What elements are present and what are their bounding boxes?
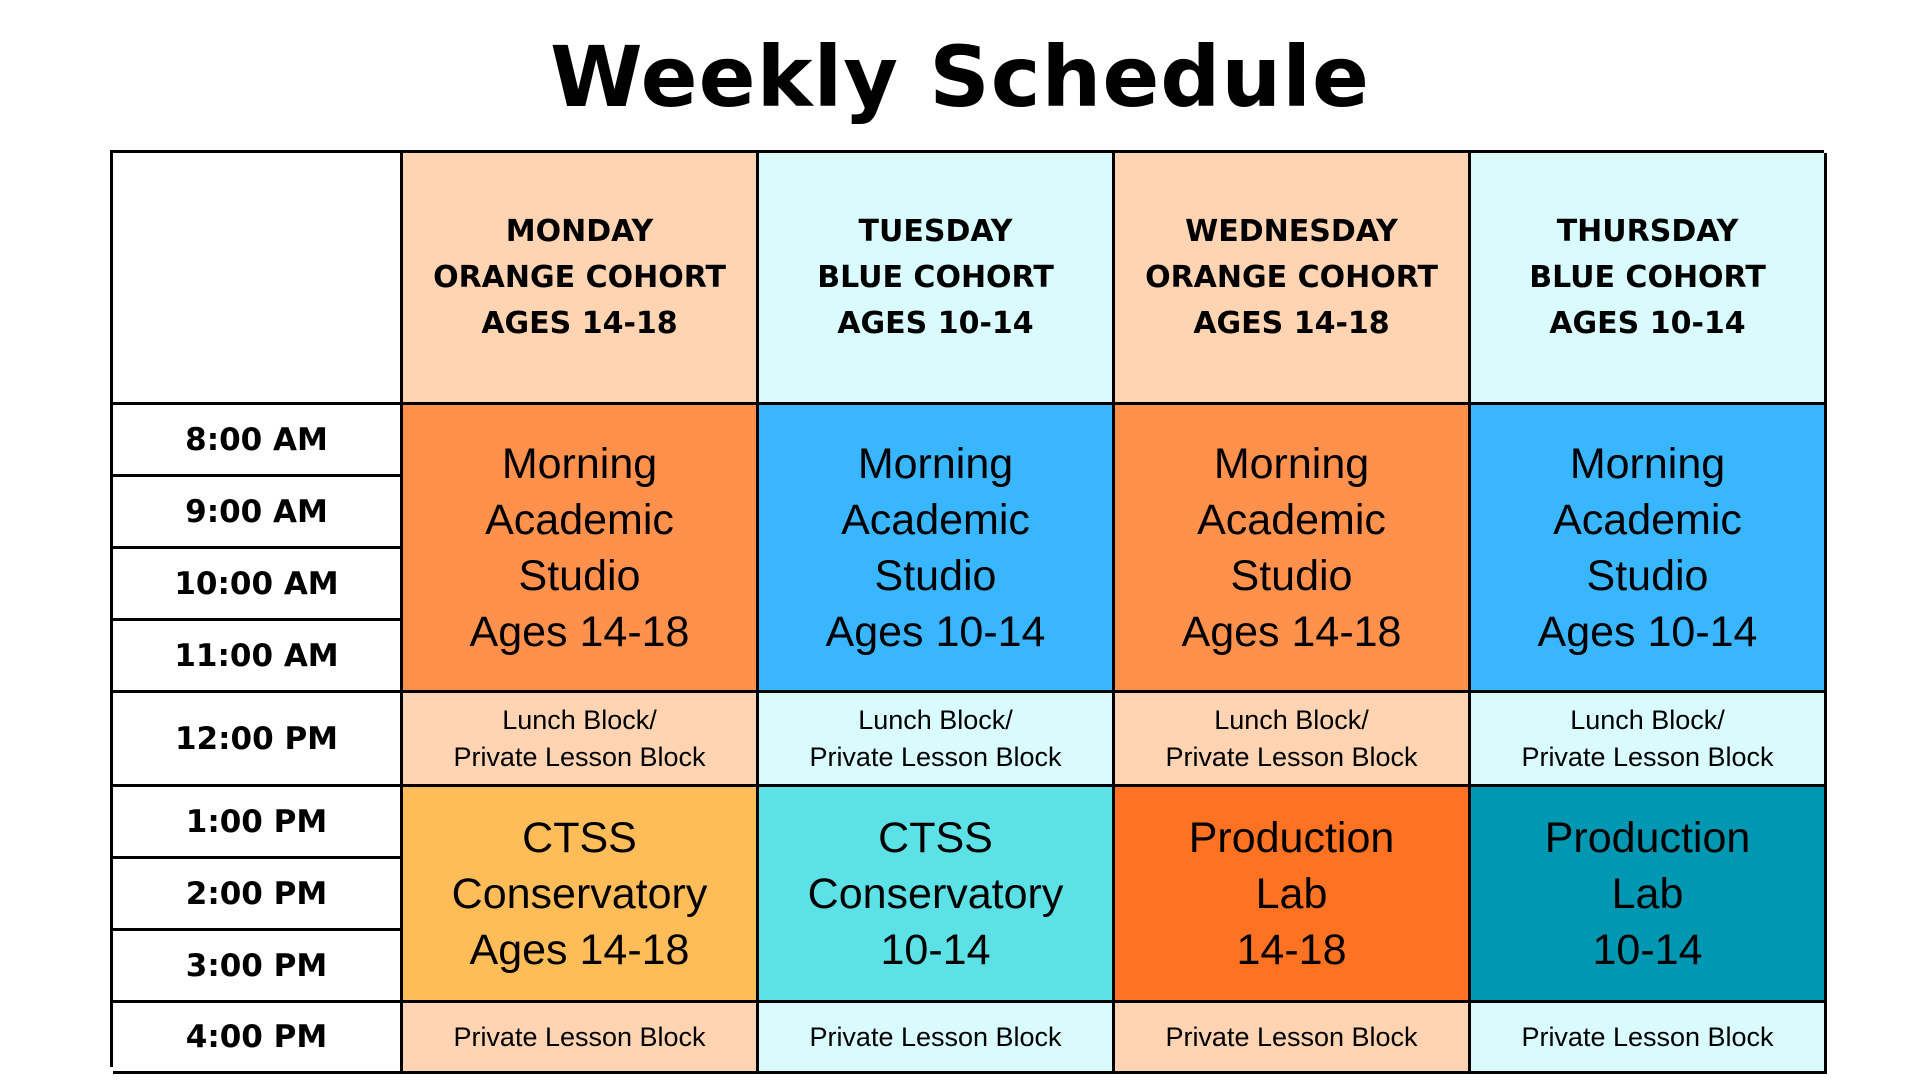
time-12pm: 12:00 PM: [113, 693, 403, 787]
header-monday: MONDAY ORANGE COHORT AGES 14-18: [403, 153, 759, 405]
block-line: Lunch Block/: [1214, 704, 1369, 735]
block-line: Lab: [1255, 869, 1328, 918]
lunch-block-wednesday: Lunch Block/ Private Lesson Block: [1115, 693, 1471, 787]
schedule-table: MONDAY ORANGE COHORT AGES 14-18 TUESDAY …: [110, 150, 1827, 1074]
morning-block-thursday: Morning Academic Studio Ages 10-14: [1471, 405, 1827, 693]
block-line: Conservatory: [807, 869, 1064, 918]
page-title: Weekly Schedule: [549, 28, 1370, 126]
block-line: Morning: [1569, 439, 1726, 488]
lunch-block-monday: Lunch Block/ Private Lesson Block: [403, 693, 759, 787]
late-block-thursday: Private Lesson Block: [1471, 1003, 1827, 1074]
cohort-label: BLUE COHORT: [1529, 259, 1766, 295]
block-line: Lunch Block/: [1570, 704, 1725, 735]
block-line: Academic: [841, 495, 1030, 544]
block-line: Ages 14-18: [469, 607, 690, 656]
block-line: Academic: [1553, 495, 1742, 544]
block-line: Academic: [485, 495, 674, 544]
block-line: Morning: [501, 439, 658, 488]
header-tuesday: TUESDAY BLUE COHORT AGES 10-14: [759, 153, 1115, 405]
afternoon-block-wednesday: Production Lab 14-18: [1115, 787, 1471, 1003]
block-line: Production: [1188, 813, 1395, 862]
block-line: Private Lesson Block: [453, 741, 706, 772]
block-line: Studio: [874, 551, 997, 600]
block-line: Private Lesson Block: [1521, 741, 1774, 772]
time-2pm: 2:00 PM: [113, 859, 403, 931]
time-10am: 10:00 AM: [113, 549, 403, 621]
time-3pm: 3:00 PM: [113, 931, 403, 1003]
block-line: Academic: [1197, 495, 1386, 544]
block-line: Ages 14-18: [1181, 607, 1402, 656]
time-9am: 9:00 AM: [113, 477, 403, 549]
block-line: Studio: [1586, 551, 1709, 600]
day-label: THURSDAY: [1556, 213, 1739, 249]
block-line: Lunch Block/: [858, 704, 1013, 735]
lunch-block-thursday: Lunch Block/ Private Lesson Block: [1471, 693, 1827, 787]
cohort-label: BLUE COHORT: [817, 259, 1054, 295]
time-11am: 11:00 AM: [113, 621, 403, 693]
block-line: Ages 10-14: [825, 607, 1046, 656]
ages-label: AGES 14-18: [481, 305, 678, 341]
block-line: CTSS: [522, 813, 637, 862]
lunch-block-tuesday: Lunch Block/ Private Lesson Block: [759, 693, 1115, 787]
header-thursday: THURSDAY BLUE COHORT AGES 10-14: [1471, 153, 1827, 405]
cohort-label: ORANGE COHORT: [433, 259, 726, 295]
day-label: MONDAY: [505, 213, 654, 249]
block-line: 14-18: [1236, 925, 1347, 974]
late-block-monday: Private Lesson Block: [403, 1003, 759, 1074]
morning-block-monday: Morning Academic Studio Ages 14-18: [403, 405, 759, 693]
block-line: 10-14: [880, 925, 991, 974]
ages-label: AGES 10-14: [837, 305, 1034, 341]
block-line: Studio: [1230, 551, 1353, 600]
block-line: Ages 14-18: [469, 925, 690, 974]
morning-block-wednesday: Morning Academic Studio Ages 14-18: [1115, 405, 1471, 693]
late-block-wednesday: Private Lesson Block: [1115, 1003, 1471, 1074]
ages-label: AGES 14-18: [1193, 305, 1390, 341]
time-1pm: 1:00 PM: [113, 787, 403, 859]
afternoon-block-monday: CTSS Conservatory Ages 14-18: [403, 787, 759, 1003]
day-label: WEDNESDAY: [1185, 213, 1398, 249]
corner-cell: [113, 153, 403, 405]
afternoon-block-thursday: Production Lab 10-14: [1471, 787, 1827, 1003]
block-line: Lunch Block/: [502, 704, 657, 735]
block-line: Ages 10-14: [1537, 607, 1758, 656]
day-label: TUESDAY: [858, 213, 1013, 249]
morning-block-tuesday: Morning Academic Studio Ages 10-14: [759, 405, 1115, 693]
block-line: Studio: [518, 551, 641, 600]
late-block-tuesday: Private Lesson Block: [759, 1003, 1115, 1074]
block-line: 10-14: [1592, 925, 1703, 974]
afternoon-block-tuesday: CTSS Conservatory 10-14: [759, 787, 1115, 1003]
block-line: Private Lesson Block: [1165, 741, 1418, 772]
time-8am: 8:00 AM: [113, 405, 403, 477]
block-line: Lab: [1611, 869, 1684, 918]
cohort-label: ORANGE COHORT: [1145, 259, 1438, 295]
block-line: Conservatory: [451, 869, 708, 918]
time-4pm: 4:00 PM: [113, 1003, 403, 1074]
block-line: CTSS: [878, 813, 993, 862]
header-wednesday: WEDNESDAY ORANGE COHORT AGES 14-18: [1115, 153, 1471, 405]
block-line: Morning: [1213, 439, 1370, 488]
block-line: Production: [1544, 813, 1751, 862]
block-line: Private Lesson Block: [809, 741, 1062, 772]
ages-label: AGES 10-14: [1549, 305, 1746, 341]
block-line: Morning: [857, 439, 1014, 488]
